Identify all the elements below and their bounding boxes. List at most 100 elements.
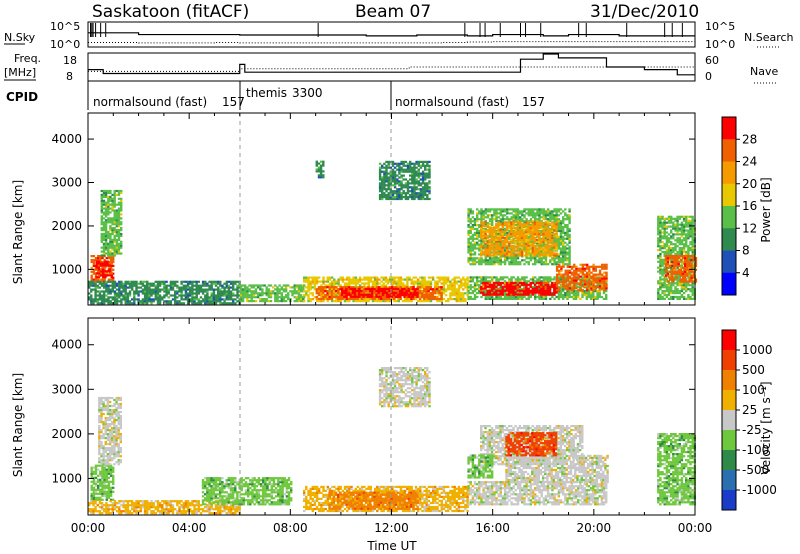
power-cell bbox=[564, 214, 567, 217]
power-cell bbox=[521, 292, 524, 295]
power-cell bbox=[525, 234, 528, 237]
power-cell bbox=[495, 281, 498, 284]
power-cell bbox=[105, 280, 108, 283]
power-cell bbox=[473, 297, 477, 300]
cpid-panel: CPID normalsound (fast) 157 themis 3300 … bbox=[6, 81, 545, 110]
power-cell bbox=[440, 278, 443, 281]
power-cell bbox=[490, 232, 494, 236]
power-cell bbox=[96, 284, 99, 287]
power-cell bbox=[451, 298, 454, 301]
power-cell bbox=[223, 286, 226, 289]
power-cell bbox=[512, 254, 515, 257]
power-cell bbox=[535, 221, 539, 224]
power-cell bbox=[516, 210, 520, 213]
power-cell bbox=[124, 294, 127, 297]
power-cell bbox=[96, 298, 99, 301]
power-cell bbox=[473, 257, 477, 260]
power-cell bbox=[540, 227, 543, 230]
power-cell bbox=[246, 292, 249, 295]
power-cell bbox=[531, 208, 535, 211]
power-cell bbox=[95, 264, 98, 267]
power-cell bbox=[568, 281, 572, 284]
power-cell bbox=[527, 237, 530, 240]
power-cell bbox=[546, 229, 550, 232]
power-cell bbox=[466, 288, 469, 291]
power-cell bbox=[442, 280, 446, 283]
power-cell bbox=[408, 286, 411, 289]
power-cell bbox=[399, 293, 402, 296]
power-cell bbox=[577, 292, 580, 295]
power-cell bbox=[566, 275, 569, 278]
power-cell bbox=[586, 265, 589, 268]
power-cell bbox=[555, 265, 559, 268]
power-cell bbox=[434, 284, 437, 287]
power-cell bbox=[486, 250, 489, 253]
power-cell bbox=[572, 290, 576, 293]
power-cell bbox=[201, 298, 205, 301]
power-cell bbox=[103, 282, 106, 285]
power-cell bbox=[442, 286, 446, 289]
power-cell bbox=[499, 259, 502, 262]
power-cell bbox=[261, 300, 264, 303]
power-cell bbox=[527, 210, 530, 213]
power-cell bbox=[495, 216, 498, 219]
power-cell bbox=[322, 282, 325, 285]
power-cell bbox=[491, 251, 494, 254]
power-cell bbox=[100, 240, 103, 243]
power-cell bbox=[128, 292, 132, 295]
power-cell bbox=[324, 290, 327, 293]
power-cell bbox=[506, 210, 509, 213]
power-cell bbox=[131, 286, 134, 289]
power-cell bbox=[423, 295, 426, 299]
power-cell bbox=[581, 265, 585, 268]
power-cell bbox=[476, 284, 479, 287]
power-cell bbox=[492, 230, 496, 234]
power-cell bbox=[495, 252, 498, 255]
power-cell bbox=[514, 229, 517, 232]
power-cell bbox=[115, 189, 119, 193]
power-cell bbox=[501, 261, 505, 264]
power-cell bbox=[521, 212, 524, 215]
power-cell bbox=[520, 238, 524, 241]
power-cell bbox=[317, 292, 321, 295]
power-cell bbox=[107, 244, 110, 247]
power-cell bbox=[505, 244, 509, 247]
power-cell bbox=[525, 221, 528, 224]
power-cell bbox=[501, 255, 505, 258]
power-cell bbox=[383, 291, 387, 294]
power-cell bbox=[280, 294, 283, 297]
power-cell bbox=[388, 291, 391, 294]
power-cell bbox=[348, 282, 351, 285]
power-cell bbox=[510, 225, 513, 228]
power-cell bbox=[557, 241, 561, 244]
power-cell bbox=[88, 282, 91, 285]
power-cell bbox=[421, 282, 424, 285]
power-cell bbox=[409, 293, 413, 296]
power-cell bbox=[523, 236, 526, 239]
power-cell bbox=[232, 282, 235, 285]
power-cell bbox=[447, 284, 450, 287]
power-cell bbox=[317, 293, 321, 297]
power-cell bbox=[499, 223, 502, 226]
power-cell bbox=[108, 274, 111, 277]
power-cell bbox=[143, 280, 147, 283]
power-cell bbox=[104, 211, 108, 214]
power-cell bbox=[542, 281, 545, 284]
power-cell bbox=[557, 259, 561, 262]
power-cell bbox=[113, 282, 117, 285]
power-cell bbox=[527, 248, 530, 251]
power-cell bbox=[113, 193, 116, 196]
power-cell bbox=[462, 282, 465, 285]
power-cell bbox=[544, 254, 547, 257]
power-cell bbox=[542, 232, 545, 236]
power-cell bbox=[482, 238, 485, 241]
power-cell bbox=[165, 300, 168, 303]
power-cell bbox=[570, 273, 574, 276]
power-cell bbox=[471, 216, 475, 219]
power-cell bbox=[111, 246, 114, 249]
power-cell bbox=[353, 295, 357, 298]
power-cell bbox=[104, 229, 108, 232]
power-cell bbox=[473, 218, 477, 221]
power-cell bbox=[488, 261, 492, 264]
power-cell bbox=[348, 300, 351, 303]
